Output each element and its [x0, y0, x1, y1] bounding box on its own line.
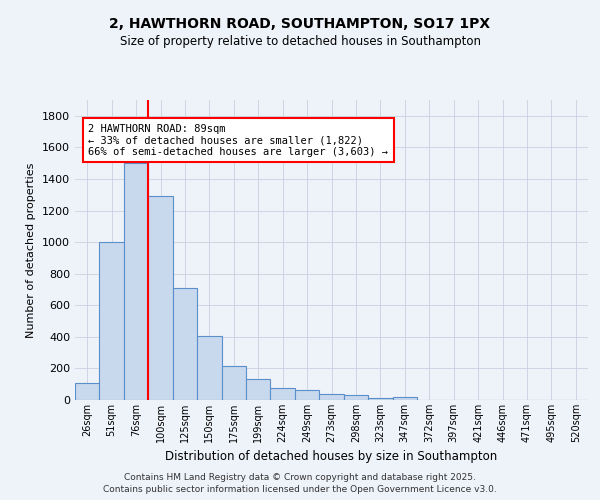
Bar	[197, 336, 221, 400]
X-axis label: Distribution of detached houses by size in Southampton: Distribution of detached houses by size …	[166, 450, 497, 464]
Text: Contains public sector information licensed under the Open Government Licence v3: Contains public sector information licen…	[103, 485, 497, 494]
Bar	[124, 163, 148, 400]
Bar	[368, 398, 392, 400]
Text: 2, HAWTHORN ROAD, SOUTHAMPTON, SO17 1PX: 2, HAWTHORN ROAD, SOUTHAMPTON, SO17 1PX	[109, 18, 491, 32]
Bar	[271, 388, 295, 400]
Y-axis label: Number of detached properties: Number of detached properties	[26, 162, 37, 338]
Bar	[148, 196, 173, 400]
Text: Size of property relative to detached houses in Southampton: Size of property relative to detached ho…	[119, 35, 481, 48]
Bar	[392, 397, 417, 400]
Text: Contains HM Land Registry data © Crown copyright and database right 2025.: Contains HM Land Registry data © Crown c…	[124, 472, 476, 482]
Bar	[75, 382, 100, 400]
Bar	[319, 394, 344, 400]
Bar	[246, 378, 271, 400]
Bar	[344, 396, 368, 400]
Bar	[221, 366, 246, 400]
Bar	[100, 242, 124, 400]
Text: 2 HAWTHORN ROAD: 89sqm
← 33% of detached houses are smaller (1,822)
66% of semi-: 2 HAWTHORN ROAD: 89sqm ← 33% of detached…	[88, 124, 388, 157]
Bar	[173, 288, 197, 400]
Bar	[295, 390, 319, 400]
